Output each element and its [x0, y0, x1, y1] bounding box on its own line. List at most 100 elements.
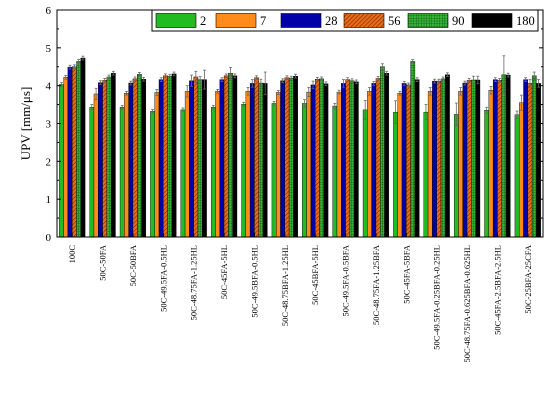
legend-swatch-90	[407, 13, 449, 28]
bar-56-14	[497, 80, 502, 238]
bar-2-9	[332, 105, 338, 238]
x-tick-label: 50C-49.5FA-0.5HL	[158, 245, 168, 312]
bar-28-10	[371, 83, 377, 238]
bar-7-4	[184, 91, 190, 238]
bar-56-3	[163, 75, 168, 238]
plot-area	[59, 55, 541, 238]
x-tick-label: 50C-48.75FA-1.25BFA	[371, 244, 381, 325]
bar-90-0	[76, 61, 81, 238]
bar-2-6	[241, 104, 247, 238]
bar-28-15	[523, 79, 529, 238]
bar-56-13	[466, 80, 472, 238]
bar-56-6	[254, 77, 259, 238]
bar-28-12	[432, 80, 437, 238]
x-tick-label: 50C-49.5FA-0.25BFA-0.25HL	[432, 245, 442, 350]
y-tick-label: 1	[46, 194, 52, 206]
x-tick-label: 50C-25BFA-25CFA	[523, 244, 533, 314]
bar-56-0	[71, 66, 77, 238]
bar-2-7	[271, 103, 277, 238]
legend-swatch-2	[155, 13, 197, 28]
bar-28-2	[128, 82, 134, 238]
bar-2-1	[89, 107, 95, 238]
bar-2-2	[119, 107, 125, 238]
bar-180-4	[202, 79, 207, 238]
bar-90-8	[319, 78, 324, 238]
bar-2-11	[393, 111, 398, 238]
bar-56-8	[314, 79, 320, 238]
bar-180-9	[353, 81, 359, 238]
bar-56-5	[223, 75, 229, 238]
legend: 2 7 28 56 90 180	[151, 9, 539, 32]
bar-2-14	[484, 110, 490, 238]
bar-28-1	[98, 82, 103, 238]
bar-90-11	[410, 61, 416, 238]
x-tick-label: 100C	[67, 245, 77, 264]
bar-180-12	[445, 74, 450, 238]
legend-swatch-180	[471, 13, 513, 28]
legend-swatch-28	[280, 13, 322, 28]
legend-swatch-56	[343, 13, 385, 28]
bar-7-6	[245, 91, 251, 238]
x-tick-label: 50C-49.5FA-0.5BFA	[341, 244, 351, 316]
bar-90-4	[197, 79, 203, 238]
bar-2-3	[150, 111, 155, 238]
x-tick-label: 50C-45BFA-5HL	[310, 245, 320, 305]
bar-7-9	[336, 91, 342, 238]
x-tick-label: 50C-45FA-5BFA	[401, 244, 411, 304]
bar-180-1	[110, 72, 116, 238]
bar-180-7	[293, 76, 298, 238]
bar-28-3	[158, 79, 164, 238]
y-tick-label: 5	[46, 43, 52, 55]
bar-56-1	[102, 80, 108, 238]
bar-56-10	[375, 78, 381, 238]
y-axis-title: UPV [mm/μs]	[18, 87, 33, 161]
bar-7-5	[215, 91, 220, 238]
bar-2-13	[453, 114, 459, 238]
bar-7-13	[458, 91, 463, 238]
bar-180-13	[475, 79, 481, 238]
bar-7-11	[397, 93, 403, 238]
bar-28-5	[219, 79, 225, 238]
bar-90-15	[531, 75, 537, 238]
bar-180-8	[323, 83, 329, 238]
bar-90-2	[137, 74, 142, 238]
bar-2-15	[514, 114, 520, 238]
x-tick-label: 50C-45FA-5HL	[219, 245, 229, 299]
bar-2-0	[59, 84, 64, 238]
legend-label-56: 56	[388, 14, 401, 28]
legend-label-28: 28	[325, 14, 338, 28]
bar-2-4	[180, 109, 186, 238]
x-tick-label: 50C-48.75FA-1.25HL	[189, 245, 199, 320]
bar-90-12	[440, 78, 446, 238]
x-tick-label: 50C-48.75BFA-1.25HL	[280, 245, 290, 326]
bar-90-7	[288, 77, 294, 238]
bar-90-13	[471, 79, 476, 238]
bar-180-6	[262, 83, 268, 238]
bar-2-5	[210, 107, 216, 238]
bar-180-0	[80, 57, 86, 238]
y-tick-label: 6	[46, 5, 52, 17]
legend-label-2: 2	[200, 14, 206, 28]
bar-28-13	[462, 82, 468, 238]
y-tick-label: 0	[46, 232, 52, 244]
bar-180-11	[414, 79, 420, 238]
legend-label-90: 90	[452, 14, 465, 28]
bar-28-4	[189, 80, 194, 238]
x-tick-label: 50C-50FA	[98, 244, 108, 281]
bar-28-14	[492, 79, 498, 238]
bar-56-7	[284, 77, 290, 238]
x-tick-label: 50C-48.75FA-0.625BFA-0.625HL	[462, 245, 472, 363]
bar-56-12	[436, 80, 442, 238]
x-tick-label: 50C-50BFA	[128, 244, 138, 286]
bar-56-15	[527, 83, 533, 238]
bar-7-3	[154, 92, 160, 238]
bar-90-3	[167, 76, 173, 238]
bar-2-10	[362, 109, 368, 238]
legend-swatch-7	[215, 13, 257, 28]
bar-180-15	[536, 83, 541, 238]
bar-90-1	[106, 76, 112, 238]
bar-56-4	[193, 76, 199, 238]
bar-7-2	[124, 93, 129, 238]
bar-28-9	[341, 83, 346, 238]
